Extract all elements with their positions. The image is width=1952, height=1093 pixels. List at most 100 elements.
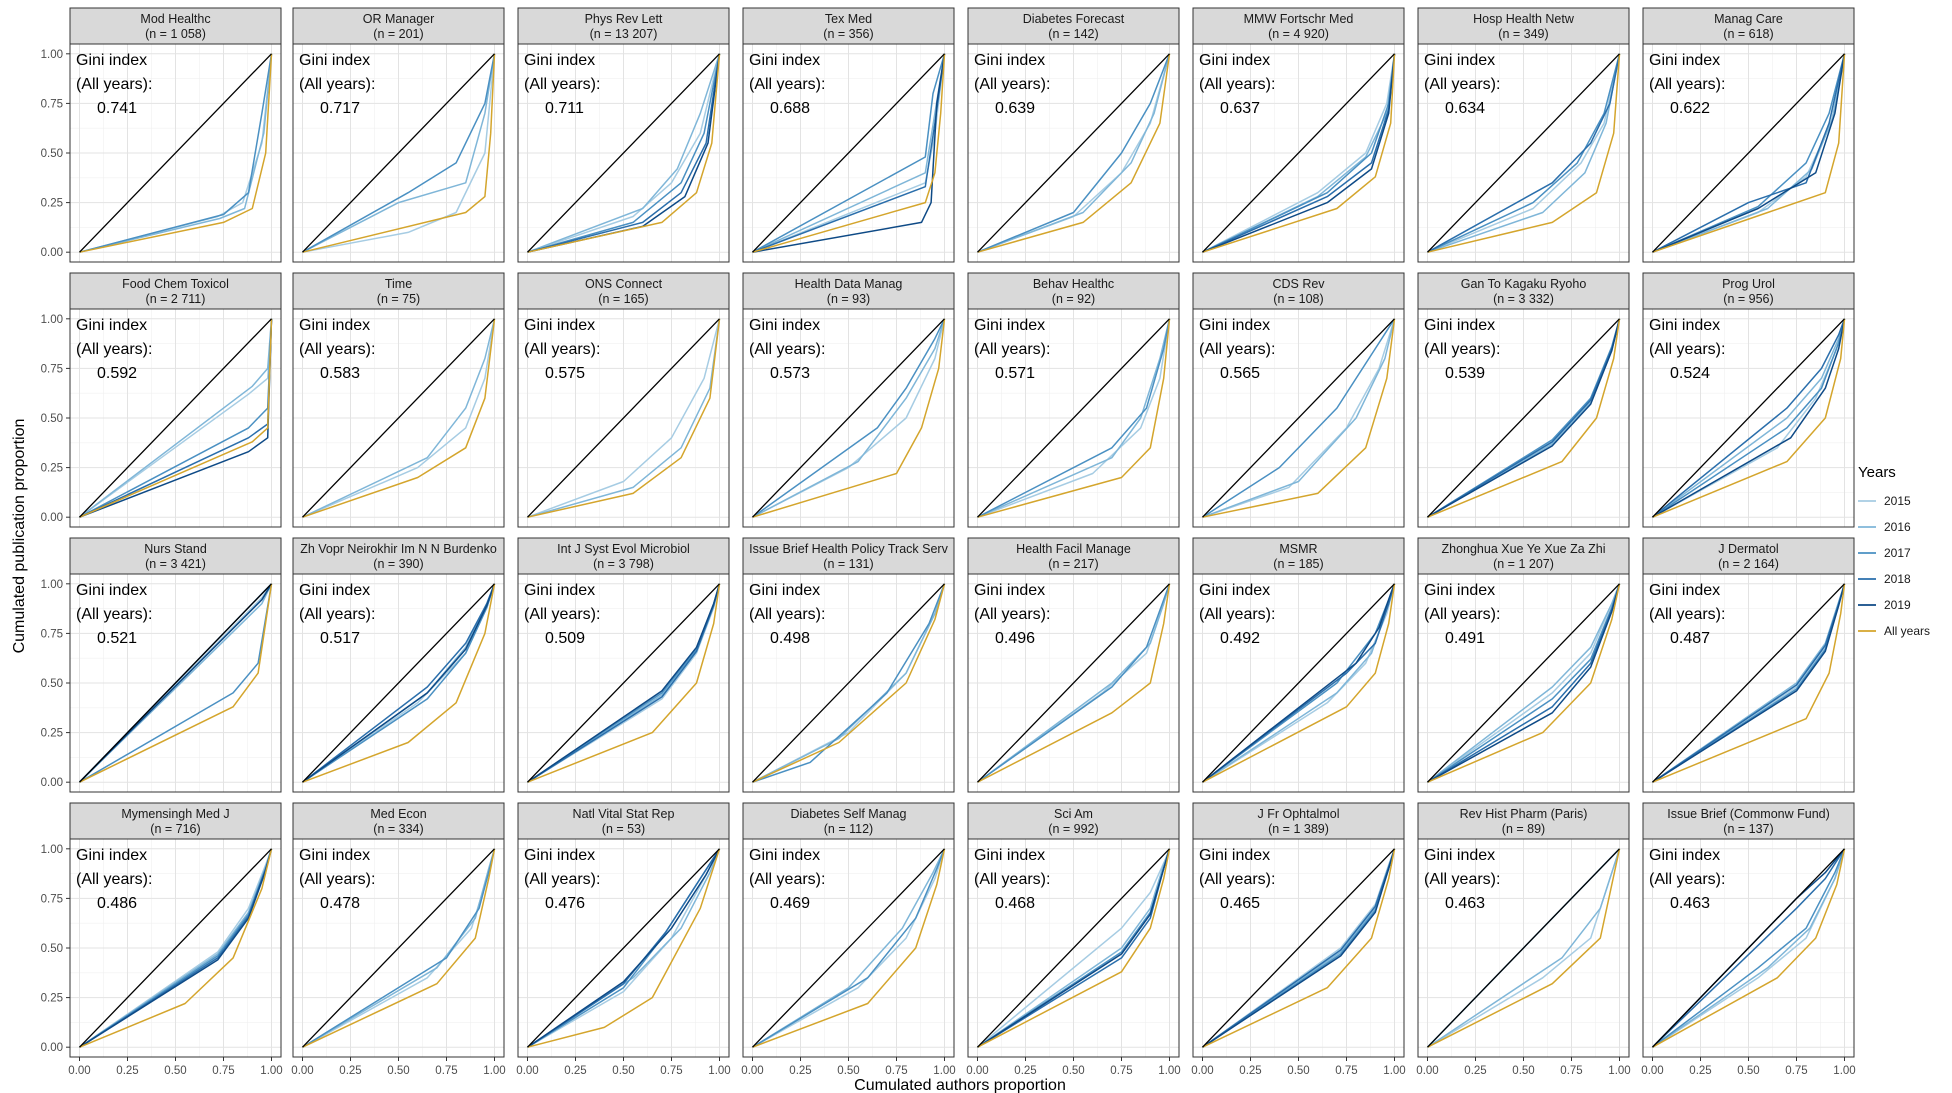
facet-n: (n = 93) xyxy=(827,292,870,306)
facet-strip xyxy=(69,537,282,575)
gini-value: 0.592 xyxy=(97,365,137,382)
panel-border xyxy=(1417,43,1630,263)
x-tick-label: 0.00 xyxy=(741,1065,763,1077)
gini-label: Gini index xyxy=(299,582,370,599)
gini-label: Gini index xyxy=(76,52,147,69)
series-line-2017 xyxy=(1652,53,1846,253)
facet-strip xyxy=(1642,272,1855,310)
facet-panel: Behav Healthc(n = 92) Gini index (All year… xyxy=(967,272,1180,528)
series-line-2017 xyxy=(79,53,273,253)
y-tick-label: 0.25 xyxy=(41,198,63,210)
panel-border xyxy=(967,573,1180,793)
x-tick-label: 0.25 xyxy=(339,1065,361,1077)
y-axis-title: Cumulated publication proportion xyxy=(11,419,28,654)
series-line-2015 xyxy=(302,53,496,253)
gini-label: Gini index xyxy=(524,582,595,599)
series-line-all-years xyxy=(79,53,273,253)
series-line-2017 xyxy=(1652,848,1846,1048)
facet-strip xyxy=(517,272,730,310)
gini-value: 0.741 xyxy=(97,100,137,117)
series-line-all-years xyxy=(752,318,946,518)
y-tick-label: 0.00 xyxy=(41,247,63,259)
gini-label: (All years): xyxy=(974,871,1050,888)
panel-border xyxy=(1642,573,1855,793)
facet-strip xyxy=(1417,272,1630,310)
series-line-2019 xyxy=(1652,583,1846,783)
facet-title: MMW Fortschr Med xyxy=(1244,12,1354,26)
facet-title: Manag Care xyxy=(1714,12,1783,26)
x-tick-label: 0.75 xyxy=(212,1065,234,1077)
facet-panel: J Fr Ophtalmol(n = 1 389) Gini index (All … xyxy=(1191,802,1406,1077)
series-line-2017 xyxy=(977,53,1171,253)
series-line-all-years xyxy=(752,583,946,783)
series-line-all-years xyxy=(977,848,1171,1048)
gini-label: Gini index xyxy=(749,582,820,599)
x-tick-label: 0.50 xyxy=(387,1065,409,1077)
equality-line xyxy=(1427,318,1620,518)
facet-panel: Health Data Manag(n = 93) Gini index (All … xyxy=(742,272,955,528)
gini-value: 0.717 xyxy=(320,100,360,117)
series-line-2017 xyxy=(752,583,946,783)
x-tick-label: 0.00 xyxy=(68,1065,90,1077)
series-line-2017 xyxy=(752,53,946,253)
equality-line xyxy=(1202,583,1395,783)
equality-line xyxy=(527,583,720,783)
equality-line xyxy=(977,318,1170,518)
series-line-2016 xyxy=(302,53,496,253)
facet-n: (n = 2 164) xyxy=(1718,557,1779,571)
facet-n: (n = 89) xyxy=(1502,822,1545,836)
panel-border xyxy=(1417,573,1630,793)
facet-title: Health Data Manag xyxy=(795,277,903,291)
facet-panel: Diabetes Self Manag(n = 112) Gini index (A… xyxy=(741,802,956,1077)
gini-label: (All years): xyxy=(524,606,600,623)
facet-title: Zhonghua Xue Ye Xue Za Zhi xyxy=(1441,542,1605,556)
equality-line xyxy=(1202,53,1395,253)
y-tick-label: 0.75 xyxy=(41,98,63,110)
series-line-2019 xyxy=(1427,583,1621,783)
gini-label: (All years): xyxy=(1199,76,1275,93)
facet-strip xyxy=(1417,802,1630,840)
gini-value: 0.469 xyxy=(770,895,810,912)
equality-line xyxy=(977,53,1170,253)
x-tick-label: 0.50 xyxy=(164,1065,186,1077)
series-line-2015 xyxy=(752,848,946,1048)
gini-value: 0.573 xyxy=(770,365,810,382)
facet-n: (n = 137) xyxy=(1723,822,1773,836)
series-line-2016 xyxy=(752,583,946,783)
series-line-2016 xyxy=(1202,318,1396,518)
series-line-all-years xyxy=(527,318,721,518)
series-line-all-years xyxy=(1202,583,1396,783)
panel-border xyxy=(517,308,730,528)
y-tick-label: 0.50 xyxy=(41,413,63,425)
series-line-2015 xyxy=(527,318,721,518)
gini-value: 0.496 xyxy=(995,630,1035,647)
facet-title: Tex Med xyxy=(825,12,872,26)
facet-n: (n = 142) xyxy=(1048,27,1098,41)
equality-line xyxy=(752,53,945,253)
x-tick-label: 0.50 xyxy=(1287,1065,1309,1077)
facet-n: (n = 165) xyxy=(598,292,648,306)
series-line-2016 xyxy=(79,318,273,518)
series-line-all-years xyxy=(527,583,721,783)
series-line-2016 xyxy=(752,848,946,1048)
panel-border xyxy=(292,573,505,793)
gini-label: (All years): xyxy=(1199,606,1275,623)
facet-n: (n = 390) xyxy=(373,557,423,571)
panel-border xyxy=(1642,308,1855,528)
gini-label: Gini index xyxy=(524,317,595,334)
gini-label: (All years): xyxy=(1649,341,1725,358)
equality-line xyxy=(1202,318,1395,518)
gini-label: Gini index xyxy=(1199,582,1270,599)
series-line-2018 xyxy=(1427,53,1621,253)
facet-panels: Mod Healthc(n = 1 058) Gini index (All yea… xyxy=(41,7,1856,1077)
series-line-2017 xyxy=(752,318,946,518)
facet-strip xyxy=(1642,802,1855,840)
x-tick-label: 0.00 xyxy=(1416,1065,1438,1077)
x-tick-label: 0.25 xyxy=(1464,1065,1486,1077)
facet-n: (n = 956) xyxy=(1723,292,1773,306)
gini-label: (All years): xyxy=(524,341,600,358)
y-tick-label: 0.00 xyxy=(41,777,63,789)
series-line-all-years xyxy=(1652,53,1846,253)
series-line-2018 xyxy=(527,848,721,1048)
series-line-2017 xyxy=(527,53,721,253)
